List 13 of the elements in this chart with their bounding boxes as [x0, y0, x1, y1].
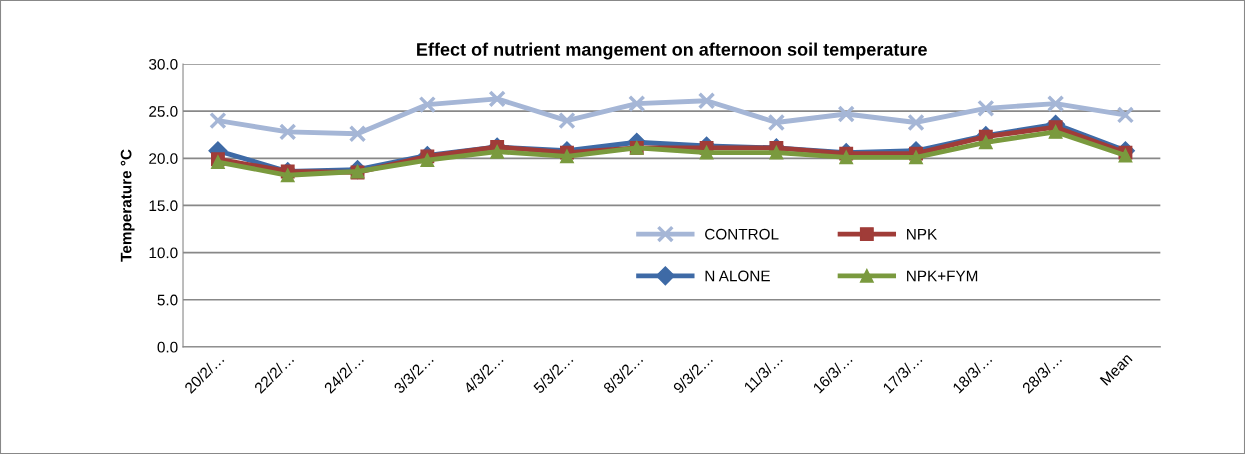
- legend-label: NPK: [907, 228, 938, 240]
- chart-title: Effect of nutrient mangement on afternoon soil temperature: [417, 42, 927, 60]
- y-tick-label: 30.0: [149, 58, 178, 70]
- y-tick-label: 20.0: [149, 153, 178, 164]
- legend-label: N ALONE: [705, 270, 770, 282]
- legend-label: CONTROL: [705, 228, 779, 240]
- legend-label: NPK+FYM: [907, 270, 978, 282]
- y-tick-label: 15.0: [149, 200, 178, 212]
- y-tick-label: 10.0: [149, 247, 178, 259]
- y-axis-title: Temperature °C: [120, 149, 135, 262]
- y-tick-label: 25.0: [149, 106, 178, 117]
- y-tick-label: 0.0: [157, 341, 178, 353]
- y-tick-label: 5.0: [157, 294, 178, 306]
